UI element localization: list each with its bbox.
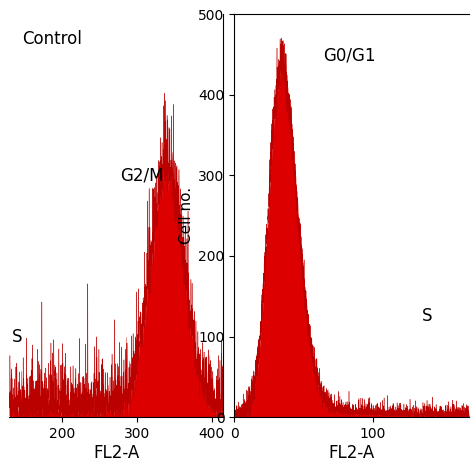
X-axis label: FL2-A: FL2-A [93,444,139,462]
Text: G2/M: G2/M [120,166,164,184]
Text: G0/G1: G0/G1 [324,46,376,64]
Text: S: S [12,328,22,346]
Text: Control: Control [22,30,82,48]
Text: S: S [422,308,433,325]
X-axis label: FL2-A: FL2-A [328,444,375,462]
Y-axis label: Cell no.: Cell no. [179,187,194,244]
